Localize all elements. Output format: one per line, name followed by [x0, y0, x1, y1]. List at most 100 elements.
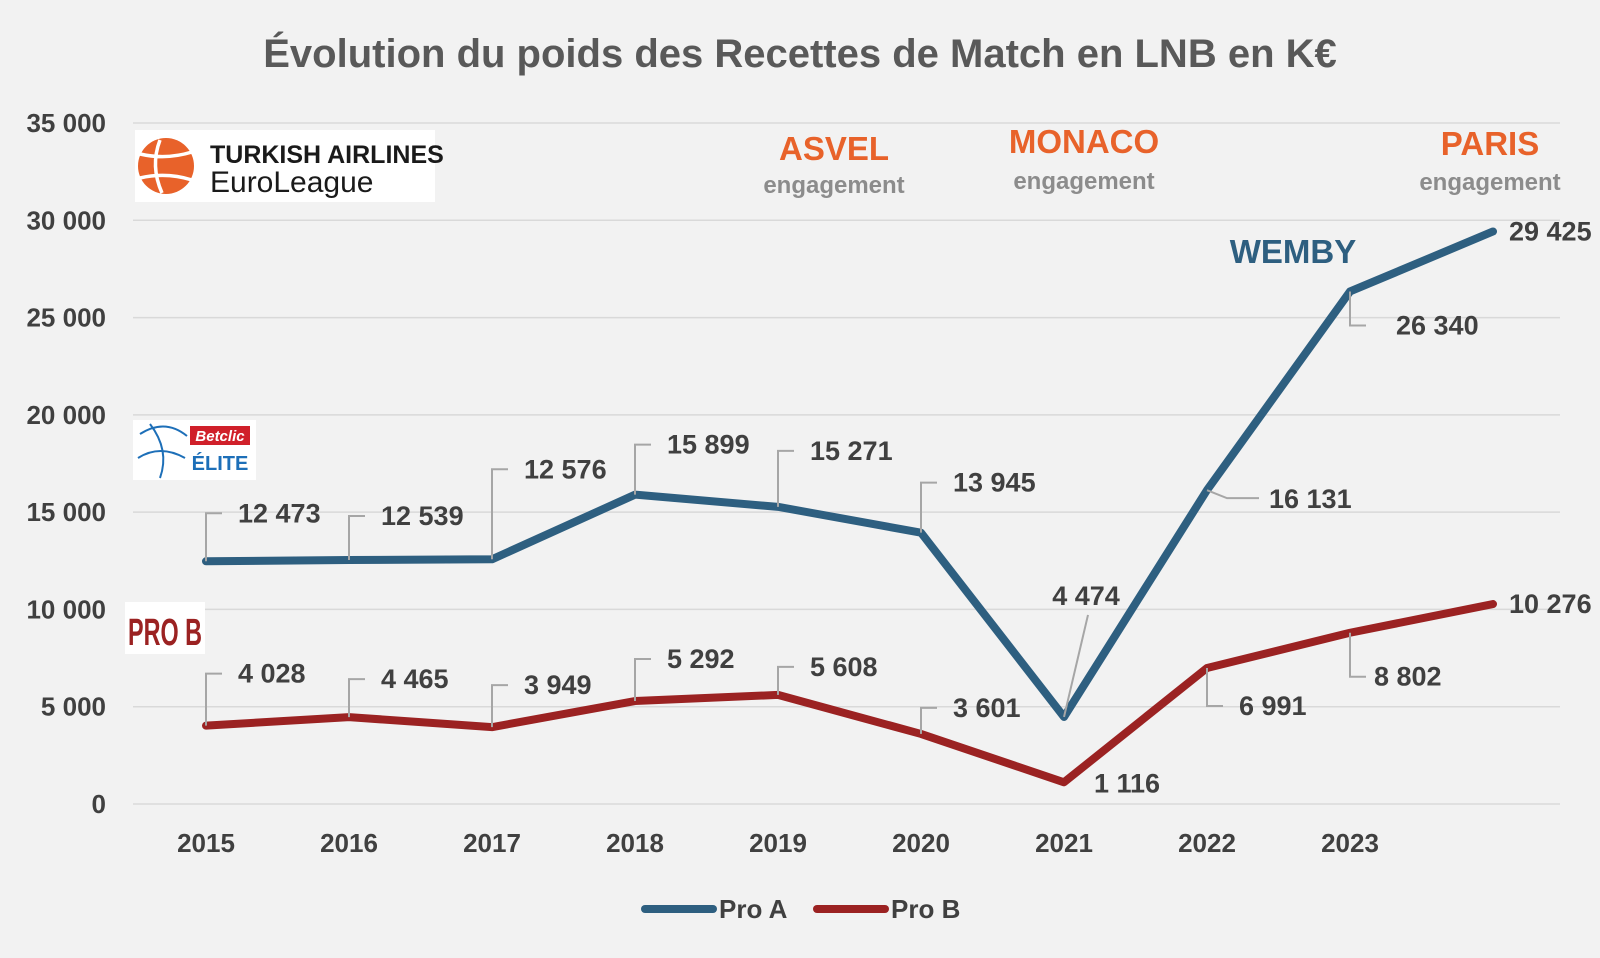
annotation-monaco: MONACO engagement: [1009, 123, 1159, 195]
data-label: 15 899: [667, 430, 750, 460]
leader-line: [634, 443, 651, 495]
x-tick-label: 2018: [606, 828, 664, 858]
y-tick-label: 35 000: [26, 108, 106, 138]
annotation-monaco-sub: engagement: [1013, 168, 1154, 195]
euroleague-logo: TURKISH AIRLINES EuroLeague: [135, 130, 444, 202]
data-label: 3 601: [953, 693, 1021, 723]
legend: Pro A Pro B: [641, 894, 960, 924]
data-label-group: 13 945: [920, 468, 1036, 533]
data-label-group: 5 608: [777, 652, 878, 695]
data-label: 5 292: [667, 644, 735, 674]
data-label: 1 116: [1094, 768, 1160, 798]
leader-line: [348, 678, 365, 718]
y-tick-label: 5 000: [41, 692, 106, 722]
basketball-icon: [137, 423, 188, 479]
leader-line: [1349, 291, 1366, 327]
annotation-paris-sub: engagement: [1419, 169, 1560, 196]
legend-label: Pro B: [891, 894, 960, 924]
annotation-paris: PARIS engagement: [1419, 125, 1560, 196]
data-label-group: 15 899: [634, 430, 750, 495]
euroleague-logo-line2: EuroLeague: [210, 166, 373, 199]
leader-line: [205, 672, 222, 726]
data-label: 12 473: [238, 498, 321, 528]
data-label: 26 340: [1396, 310, 1479, 340]
data-label: 12 576: [524, 454, 607, 484]
pro-b-logo-text: PRO B: [128, 612, 202, 654]
data-label-group: 3 949: [491, 670, 592, 728]
annotation-wemby: WEMBY: [1230, 233, 1357, 270]
x-tick-label: 2020: [892, 828, 950, 858]
data-label: 4 474: [1052, 581, 1120, 611]
leader-line: [777, 449, 794, 507]
data-label: 4 465: [381, 664, 449, 694]
x-tick-label: 2021: [1035, 828, 1093, 858]
data-label-group: 3 601: [920, 693, 1021, 734]
data-label-group: 4 474: [1052, 581, 1120, 718]
data-label-group: 26 340: [1349, 291, 1479, 340]
y-tick-label: 0: [92, 789, 106, 819]
y-tick-label: 20 000: [26, 400, 106, 430]
gridlines: [133, 122, 1560, 805]
x-tick-label: 2017: [463, 828, 521, 858]
leader-line: [205, 512, 222, 562]
data-labels: 12 473 12 539 12 576 15 899 15 271 13 945 4 47…: [205, 216, 1592, 798]
data-label-group: 4 028: [205, 659, 306, 726]
data-label-group: 10 276: [1509, 589, 1592, 619]
elite-text: ÉLITE: [192, 452, 249, 475]
data-label: 6 991: [1239, 691, 1307, 721]
data-label: 4 028: [238, 659, 306, 689]
y-tick-label: 15 000: [26, 497, 106, 527]
chart-title: Évolution du poids des Recettes de Match…: [263, 31, 1337, 76]
legend-label: Pro A: [719, 894, 788, 924]
betclic-elite-logo: Betclic ÉLITE: [133, 420, 256, 480]
y-tick-label: 30 000: [26, 205, 106, 235]
data-label: 16 131: [1269, 484, 1352, 514]
x-tick-label: 2023: [1321, 828, 1379, 858]
legend-item-pro-b: Pro B: [813, 894, 960, 924]
data-label-group: 15 271: [777, 436, 893, 507]
annotation-asvel-sub: engagement: [763, 172, 904, 199]
data-label-group: 16 131: [1206, 484, 1352, 514]
data-label: 12 539: [381, 501, 464, 531]
leader-line: [777, 665, 794, 695]
y-tick-label: 25 000: [26, 303, 106, 333]
leader-line: [1206, 489, 1259, 500]
x-tick-label: 2016: [320, 828, 378, 858]
annotation-asvel: ASVEL engagement: [763, 130, 904, 199]
data-label: 8 802: [1374, 662, 1442, 692]
leader-line: [491, 468, 508, 560]
leader-line: [348, 515, 365, 561]
data-label: 10 276: [1509, 589, 1592, 619]
legend-item-pro-a: Pro A: [641, 894, 788, 924]
leader-line: [920, 706, 937, 734]
x-tick-label: 2022: [1178, 828, 1236, 858]
leader-line: [1063, 614, 1089, 718]
leader-line: [1206, 667, 1223, 707]
y-tick-label: 10 000: [26, 594, 106, 624]
euroleague-logo-line1: TURKISH AIRLINES: [210, 141, 444, 169]
data-label: 29 425: [1509, 216, 1592, 246]
series-line-pro-a: [202, 227, 1497, 721]
data-label-group: 12 576: [491, 454, 607, 560]
data-label: 15 271: [810, 436, 893, 466]
annotation-paris-team: PARIS: [1441, 125, 1539, 162]
data-label-group: 12 539: [348, 501, 464, 561]
data-label: 13 945: [953, 468, 1036, 498]
series-line-pro-b: [202, 600, 1497, 787]
annotation-asvel-team: ASVEL: [779, 130, 889, 167]
data-label-group: 8 802: [1349, 632, 1442, 692]
leader-line: [634, 658, 651, 702]
x-tick-label: 2015: [177, 828, 235, 858]
leader-line: [1349, 632, 1366, 678]
data-label-group: 29 425: [1509, 216, 1592, 246]
betclic-badge-text: Betclic: [195, 428, 245, 445]
annotation-monaco-team: MONACO: [1009, 123, 1159, 160]
y-axis-ticks: 0 5 000 10 000 15 000 20 000 25 000 30 000 35 0…: [26, 108, 106, 819]
series-layer: [202, 227, 1497, 787]
data-label-group: 1 116: [1094, 768, 1160, 798]
data-label: 5 608: [810, 652, 878, 682]
pro-b-logo: PRO B: [125, 602, 205, 654]
leader-line: [920, 481, 937, 533]
